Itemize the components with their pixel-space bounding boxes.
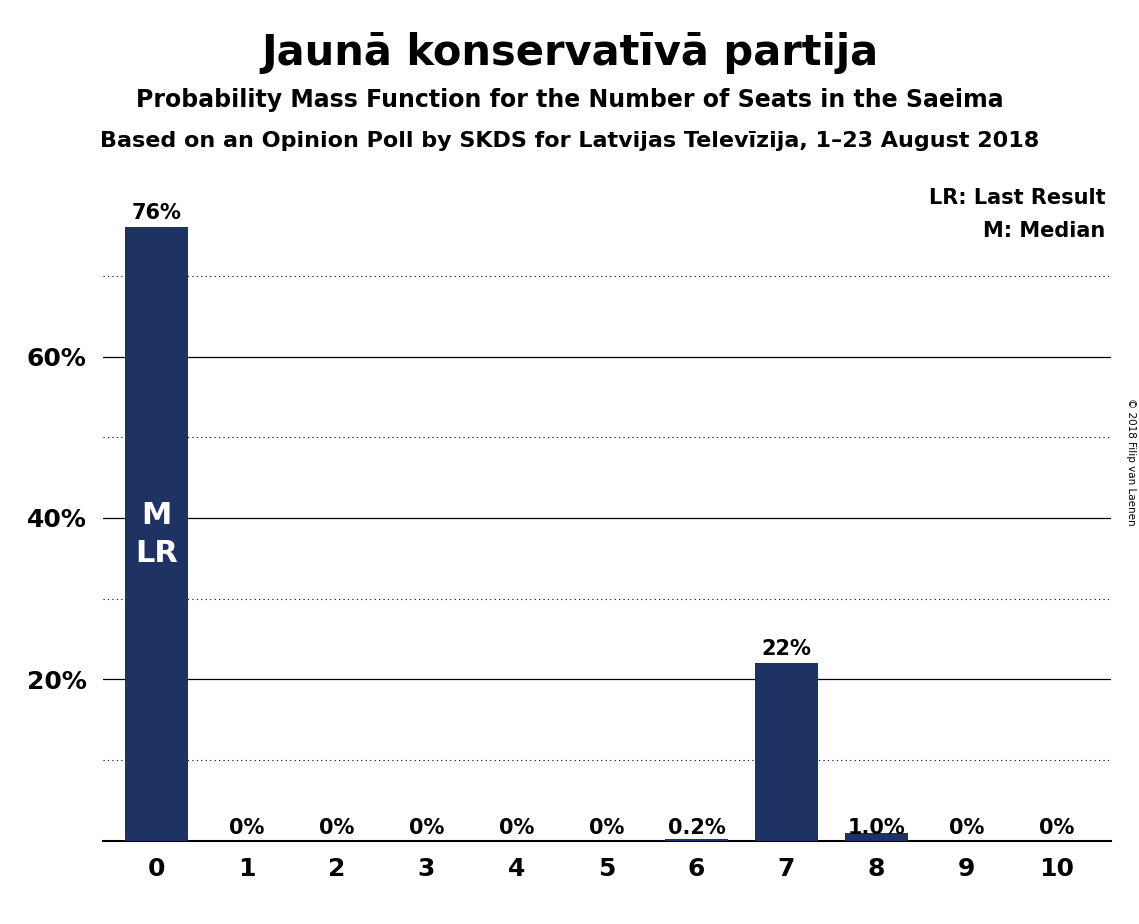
Bar bbox=[665, 839, 728, 841]
Text: 0%: 0% bbox=[319, 818, 354, 838]
Text: 0%: 0% bbox=[949, 818, 984, 838]
Text: Jaunā konservatīvā partija: Jaunā konservatīvā partija bbox=[261, 32, 878, 74]
Text: © 2018 Filip van Laenen: © 2018 Filip van Laenen bbox=[1126, 398, 1136, 526]
Text: M
LR: M LR bbox=[136, 501, 178, 567]
Text: Based on an Opinion Poll by SKDS for Latvijas Televīzija, 1–23 August 2018: Based on an Opinion Poll by SKDS for Lat… bbox=[100, 131, 1039, 152]
Text: Probability Mass Function for the Number of Seats in the Saeima: Probability Mass Function for the Number… bbox=[136, 88, 1003, 112]
Text: 0%: 0% bbox=[589, 818, 624, 838]
Text: 0%: 0% bbox=[409, 818, 444, 838]
Text: LR: Last Result: LR: Last Result bbox=[929, 188, 1106, 208]
Bar bbox=[755, 663, 818, 841]
Text: 76%: 76% bbox=[132, 203, 181, 224]
Text: 0%: 0% bbox=[229, 818, 264, 838]
Text: 1.0%: 1.0% bbox=[847, 818, 906, 838]
Text: 0.2%: 0.2% bbox=[667, 818, 726, 838]
Text: M: Median: M: Median bbox=[983, 221, 1106, 241]
Bar bbox=[125, 227, 188, 841]
Bar bbox=[845, 833, 908, 841]
Text: 22%: 22% bbox=[762, 639, 811, 659]
Text: 0%: 0% bbox=[1039, 818, 1074, 838]
Text: 0%: 0% bbox=[499, 818, 534, 838]
